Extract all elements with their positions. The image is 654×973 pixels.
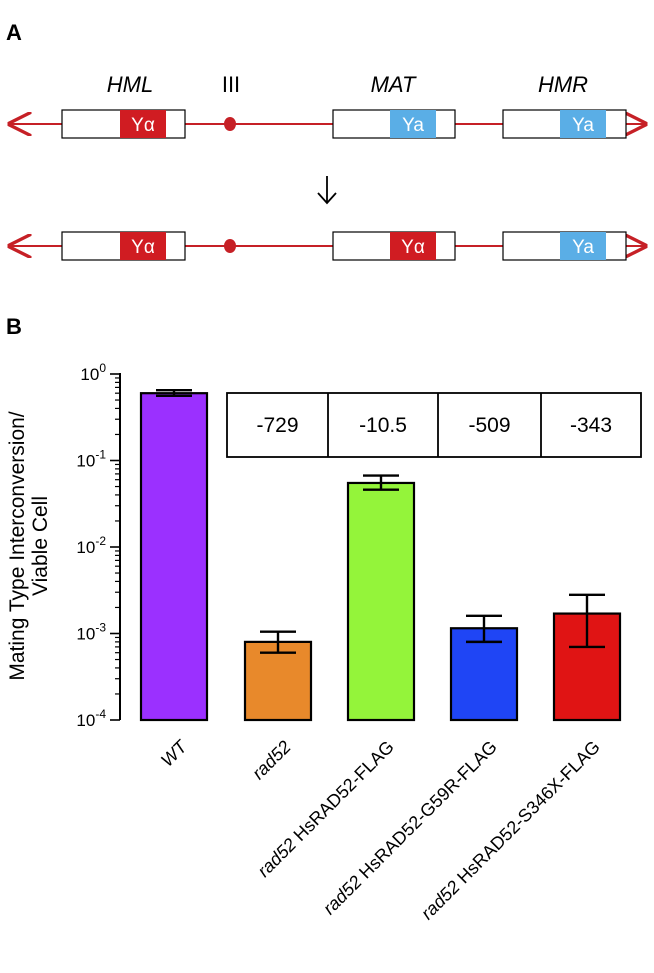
hml-cassette bbox=[120, 110, 166, 138]
mat-label: MAT bbox=[371, 72, 417, 97]
bar-chart: 100 10-1 10-2 10-3 10-4 Mating Type Interconv… bbox=[6, 361, 642, 924]
mat-cassette-label: Ya bbox=[402, 115, 424, 136]
hml-cassette-label: Yα bbox=[131, 237, 155, 258]
fold-change-value: -509 bbox=[468, 414, 510, 437]
chromosome-label: III bbox=[222, 72, 240, 97]
hml-cassette bbox=[120, 232, 166, 260]
mat-cassette bbox=[390, 110, 436, 138]
hmr-cassette bbox=[560, 110, 606, 138]
fold-change-value: -10.5 bbox=[359, 414, 407, 437]
x-tick-label: rad52 HsRAD52-G59R-FLAG bbox=[319, 737, 501, 919]
bar bbox=[243, 640, 313, 722]
x-tick-label: rad52 bbox=[248, 737, 295, 784]
chromosome-before: Yα Ya Ya bbox=[10, 109, 645, 139]
fold-change-table bbox=[226, 392, 642, 458]
y-tick-label: 10-2 bbox=[76, 534, 106, 557]
chromosome-after: Yα Yα Ya bbox=[10, 231, 645, 261]
y-tick-label: 100 bbox=[80, 361, 106, 384]
hmr-cassette bbox=[560, 232, 606, 260]
centromere-dot bbox=[224, 117, 236, 131]
y-tick-label: 10-3 bbox=[76, 621, 106, 644]
hmr-cassette-label: Ya bbox=[572, 237, 594, 258]
y-axis-label: Mating Type Interconversion/Viable Cell bbox=[6, 411, 52, 680]
y-tick-label: 10-1 bbox=[76, 448, 106, 471]
down-arrow-icon bbox=[317, 176, 337, 205]
bar bbox=[139, 392, 209, 722]
hmr-cassette-label: Ya bbox=[572, 115, 594, 136]
y-tick-label: 10-4 bbox=[76, 707, 106, 730]
hmr-label: HMR bbox=[538, 72, 588, 97]
centromere-dot bbox=[224, 239, 236, 253]
bar bbox=[346, 481, 416, 722]
panel-a-label: A bbox=[6, 20, 22, 45]
fold-change-value: -729 bbox=[256, 414, 298, 437]
fold-change-value: -343 bbox=[570, 414, 612, 437]
x-tick-label: WT bbox=[157, 735, 192, 770]
x-tick-label: rad52 HsRAD52-S346X-FLAG bbox=[417, 737, 604, 924]
panel-b-label: B bbox=[6, 314, 22, 339]
hml-label: HML bbox=[107, 72, 153, 97]
hml-cassette-label: Yα bbox=[131, 115, 155, 136]
mat-cassette bbox=[390, 232, 436, 260]
mat-cassette-label: Yα bbox=[401, 237, 425, 258]
